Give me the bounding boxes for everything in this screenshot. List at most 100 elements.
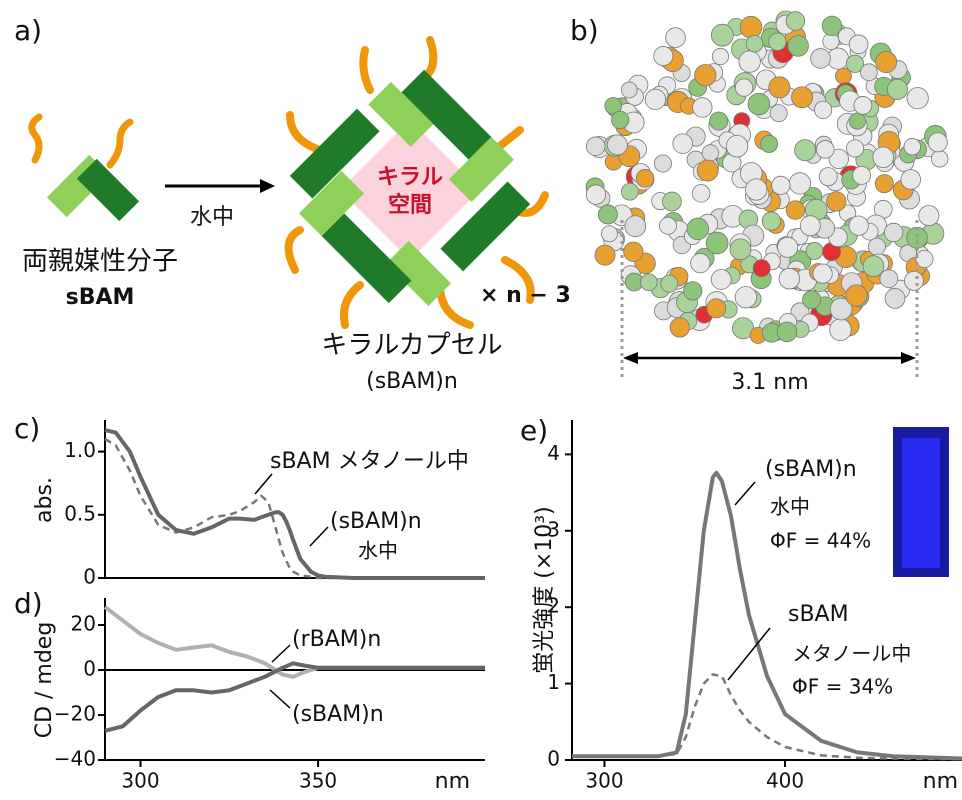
cuvette bbox=[893, 427, 949, 577]
atom bbox=[739, 51, 760, 72]
atom bbox=[654, 155, 671, 172]
cavity-label: 空間 bbox=[388, 192, 432, 218]
leader-line bbox=[270, 690, 290, 708]
atom bbox=[586, 185, 605, 204]
atom bbox=[907, 227, 928, 248]
panel-label: a) bbox=[14, 14, 42, 47]
atom bbox=[904, 271, 923, 290]
atom bbox=[772, 176, 790, 194]
atom bbox=[740, 16, 762, 38]
capsule-name: (sBAM)n bbox=[366, 369, 458, 394]
atom bbox=[875, 174, 893, 192]
y-tick-label: 0 bbox=[83, 565, 96, 589]
atom bbox=[827, 192, 846, 211]
atom bbox=[846, 285, 867, 306]
x-tick-label: 300 bbox=[121, 769, 159, 793]
atom bbox=[901, 170, 921, 190]
atom bbox=[830, 319, 852, 341]
atom bbox=[860, 64, 877, 81]
atom bbox=[666, 28, 686, 48]
atom bbox=[854, 96, 872, 114]
molecule-name: sBAM bbox=[66, 285, 135, 310]
atom bbox=[702, 145, 718, 161]
atom bbox=[624, 242, 643, 261]
atom bbox=[726, 135, 748, 157]
atom bbox=[887, 79, 907, 99]
atom bbox=[621, 82, 637, 98]
atom bbox=[803, 291, 821, 309]
arrow-head bbox=[260, 179, 275, 193]
x-axis-label: nm bbox=[923, 769, 958, 794]
leader-line bbox=[272, 645, 290, 662]
atom bbox=[673, 134, 693, 154]
panel-a: a) 水中 両親媒性分子 sBAM キラル 空間 bbox=[14, 14, 571, 394]
atom bbox=[611, 111, 628, 128]
atom bbox=[711, 270, 731, 290]
atom bbox=[712, 48, 728, 64]
atom bbox=[691, 254, 710, 273]
arrow-head bbox=[901, 352, 916, 364]
atom bbox=[761, 135, 778, 152]
atom bbox=[670, 318, 689, 337]
atom bbox=[692, 184, 710, 202]
atom bbox=[779, 268, 800, 289]
figure: a) 水中 両親媒性分子 sBAM キラル 空間 bbox=[0, 0, 962, 800]
panel-b: b) 3.1 nm bbox=[570, 11, 948, 395]
y-tick-label: 1 bbox=[547, 670, 560, 694]
atom bbox=[789, 173, 810, 194]
atom bbox=[819, 168, 837, 186]
atom bbox=[816, 141, 834, 159]
atom bbox=[762, 212, 780, 230]
x-tick-label: 300 bbox=[585, 769, 623, 793]
x-axis-label: nm bbox=[435, 769, 470, 794]
y-axis-label: abs. bbox=[32, 477, 57, 523]
y-tick-label: 2 bbox=[547, 594, 560, 618]
panel-label: b) bbox=[570, 14, 599, 47]
y-tick-label: 1.0 bbox=[64, 438, 96, 462]
atom bbox=[735, 79, 752, 96]
chain bbox=[289, 230, 300, 270]
y-tick-label: 20 bbox=[71, 612, 96, 636]
leader-line bbox=[255, 474, 272, 494]
atom bbox=[710, 112, 728, 130]
atom bbox=[769, 77, 790, 98]
y-tick-label: 3 bbox=[547, 517, 560, 541]
panel-label: e) bbox=[520, 414, 548, 447]
atom bbox=[636, 169, 654, 187]
atom bbox=[735, 286, 756, 307]
atom bbox=[931, 151, 948, 168]
atom bbox=[919, 205, 939, 225]
panel-label: c) bbox=[14, 412, 40, 445]
atom bbox=[904, 138, 921, 155]
atom bbox=[645, 89, 665, 109]
series-label: (rBAM)n bbox=[292, 627, 381, 652]
cuvette-glow bbox=[902, 438, 940, 568]
atom bbox=[786, 12, 805, 31]
atom bbox=[621, 183, 638, 200]
atom bbox=[788, 36, 809, 57]
leader-line bbox=[735, 482, 755, 505]
atom bbox=[811, 49, 831, 69]
series-line bbox=[572, 674, 962, 759]
atom bbox=[800, 216, 820, 236]
chain bbox=[440, 285, 470, 325]
atom bbox=[885, 288, 905, 308]
atom bbox=[586, 137, 605, 156]
atom bbox=[853, 166, 871, 184]
series-note: 水中 bbox=[770, 495, 810, 519]
atom bbox=[849, 35, 868, 54]
chain bbox=[363, 50, 370, 90]
atom bbox=[730, 239, 751, 260]
atom bbox=[770, 105, 787, 122]
y-tick-label: −40 bbox=[54, 747, 96, 771]
atom bbox=[640, 274, 657, 291]
atom bbox=[769, 33, 786, 50]
series-label: (sBAM)n bbox=[292, 702, 384, 727]
atom bbox=[601, 226, 617, 242]
molecule-label: 両親媒性分子 bbox=[22, 247, 178, 277]
series-note: ΦF = 34% bbox=[792, 675, 893, 699]
atom bbox=[661, 275, 678, 292]
scale-label: 3.1 nm bbox=[731, 370, 808, 395]
atom bbox=[849, 216, 868, 235]
y-tick-label: 0.5 bbox=[64, 501, 96, 525]
